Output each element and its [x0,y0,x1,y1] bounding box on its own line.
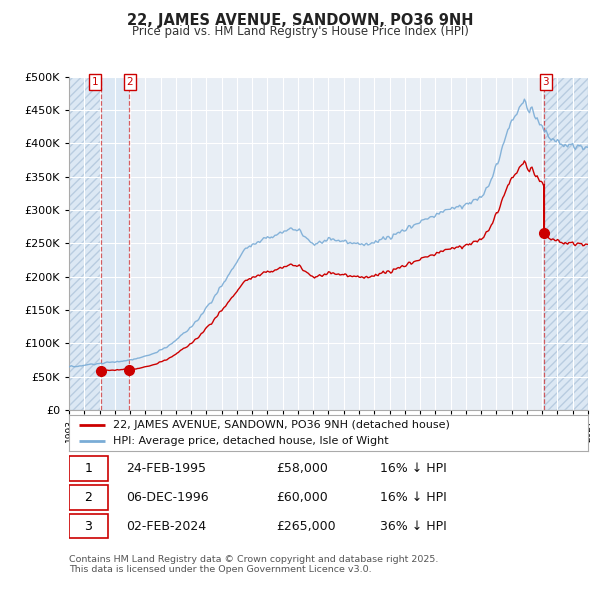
Text: Price paid vs. HM Land Registry's House Price Index (HPI): Price paid vs. HM Land Registry's House … [131,25,469,38]
Text: £60,000: £60,000 [277,491,328,504]
Text: £58,000: £58,000 [277,462,328,475]
Text: 1: 1 [92,77,98,87]
Text: 1: 1 [85,462,92,475]
Text: 2: 2 [85,491,92,504]
FancyBboxPatch shape [69,456,108,481]
Bar [69,77,101,410]
Text: 22, JAMES AVENUE, SANDOWN, PO36 9NH (detached house): 22, JAMES AVENUE, SANDOWN, PO36 9NH (det… [113,420,450,430]
Text: 2: 2 [126,77,133,87]
Bar [129,77,544,410]
Text: This data is licensed under the Open Government Licence v3.0.: This data is licensed under the Open Gov… [69,565,371,574]
Bar [101,77,129,410]
Text: 36% ↓ HPI: 36% ↓ HPI [380,520,447,533]
Text: 22, JAMES AVENUE, SANDOWN, PO36 9NH: 22, JAMES AVENUE, SANDOWN, PO36 9NH [127,13,473,28]
FancyBboxPatch shape [69,514,108,539]
Text: 24-FEB-1995: 24-FEB-1995 [126,462,206,475]
Text: 16% ↓ HPI: 16% ↓ HPI [380,491,447,504]
Text: 3: 3 [542,77,549,87]
FancyBboxPatch shape [69,485,108,510]
Text: HPI: Average price, detached house, Isle of Wight: HPI: Average price, detached house, Isle… [113,436,389,446]
Text: 02-FEB-2024: 02-FEB-2024 [126,520,206,533]
Bar [544,77,588,410]
Text: 16% ↓ HPI: 16% ↓ HPI [380,462,447,475]
Text: 3: 3 [85,520,92,533]
Text: Contains HM Land Registry data © Crown copyright and database right 2025.: Contains HM Land Registry data © Crown c… [69,555,439,563]
Text: £265,000: £265,000 [277,520,336,533]
Text: 06-DEC-1996: 06-DEC-1996 [126,491,209,504]
